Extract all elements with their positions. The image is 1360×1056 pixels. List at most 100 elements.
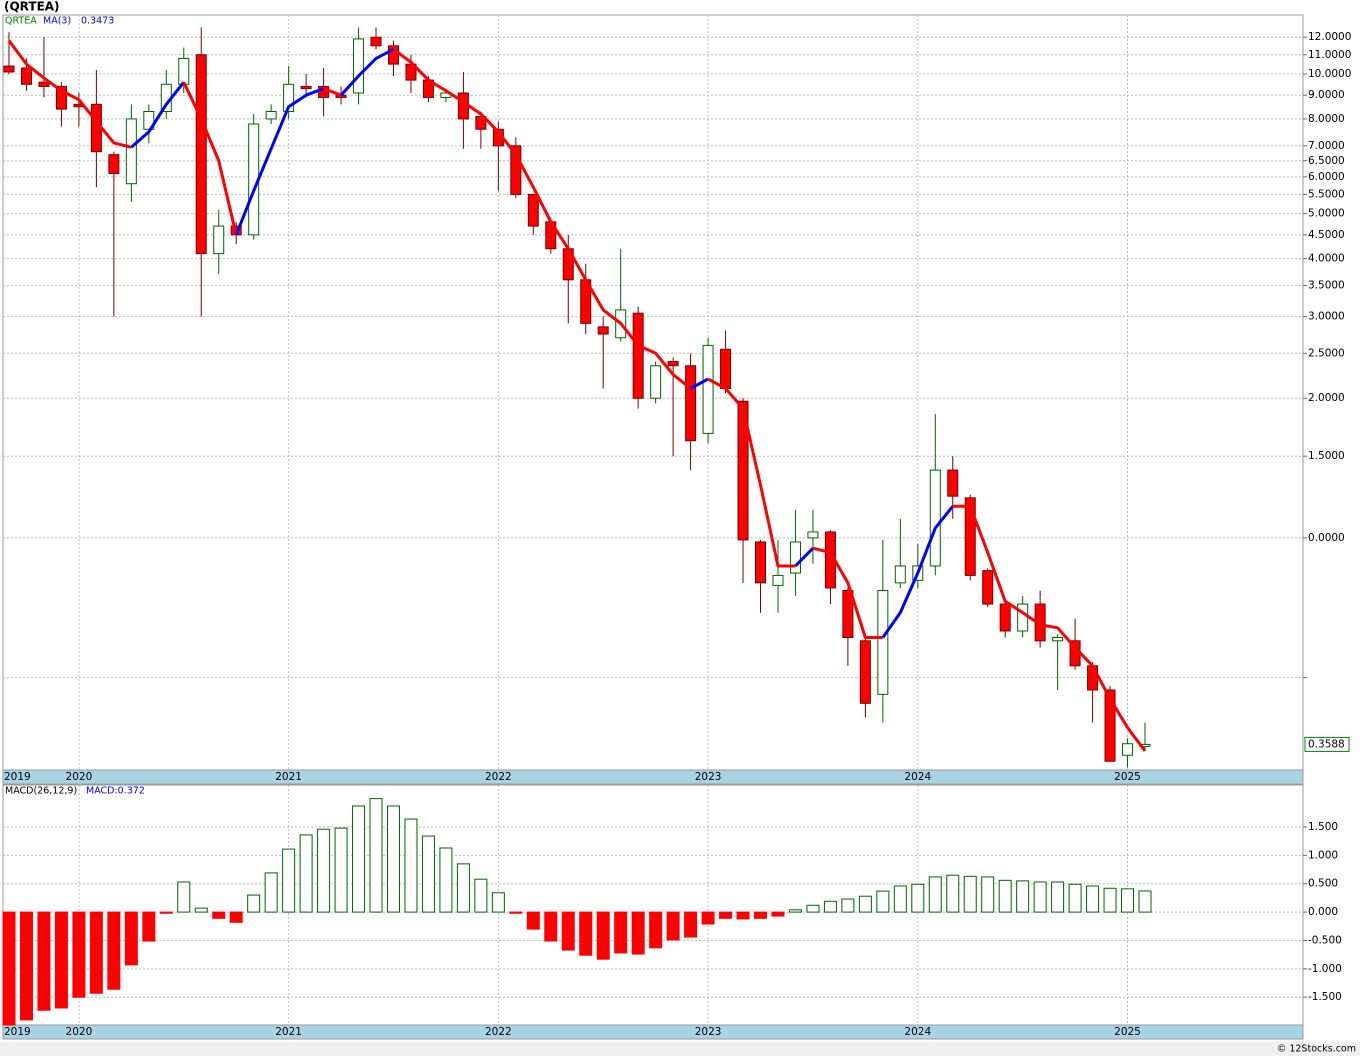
macd-bar	[439, 847, 453, 913]
y-tick-label: -1.500	[1308, 991, 1342, 1003]
macd-bar	[876, 890, 890, 913]
macd-bar	[1068, 883, 1082, 913]
macd-bar	[771, 911, 785, 917]
x-tick-label: 2020	[66, 771, 93, 783]
macd-bar	[736, 911, 750, 920]
y-tick-label: 0.500	[1308, 878, 1338, 890]
macd-bar	[299, 834, 313, 913]
y-tick-label: 4.5000	[1308, 229, 1345, 241]
candle-body	[859, 640, 871, 704]
macd-bar	[596, 911, 610, 960]
x-tick-label: 2025	[1114, 771, 1141, 783]
y-tick-label: 6.0000	[1308, 171, 1345, 183]
macd-bar	[631, 911, 645, 955]
macd-bar	[54, 911, 68, 1009]
macd-bar	[561, 911, 575, 951]
macd-bar	[928, 876, 942, 913]
candle-body	[125, 118, 137, 185]
x-tick-label: 2022	[485, 1026, 512, 1038]
macd-bar	[963, 875, 977, 913]
candle-body	[20, 67, 32, 85]
candle-body	[632, 312, 644, 399]
candle-body	[387, 45, 399, 65]
candle-body	[842, 590, 854, 638]
macd-bar	[369, 798, 383, 913]
candle-body	[982, 570, 994, 605]
y-tick-label: 10.0000	[1308, 68, 1351, 80]
candle-body	[1017, 603, 1029, 632]
y-tick-label: 5.0000	[1308, 208, 1345, 220]
macd-bar	[1086, 885, 1100, 913]
candle-body	[178, 57, 190, 85]
ma-line	[689, 377, 709, 390]
ma-line	[182, 81, 238, 236]
y-tick-label: 3.0000	[1308, 311, 1345, 323]
macd-bar	[334, 827, 348, 913]
macd-bar	[544, 911, 558, 942]
x-tick-label: 2019	[4, 1026, 31, 1038]
macd-bar	[754, 911, 768, 919]
macd-bar	[981, 876, 995, 913]
y-tick-label: 11.0000	[1308, 49, 1351, 61]
macd-bar	[1033, 881, 1047, 913]
candle-body	[1104, 689, 1116, 762]
legend-entry: MA(3)	[43, 16, 71, 27]
macd-bar	[509, 911, 523, 914]
macd-bar	[841, 898, 855, 913]
y-tick-label: 1.000	[1308, 849, 1338, 861]
macd-bar	[684, 911, 698, 938]
candle-body	[3, 65, 15, 73]
candle-body	[667, 361, 679, 367]
y-tick-label: 3.5000	[1308, 279, 1345, 291]
macd-bar	[212, 911, 226, 919]
macd-bar	[1016, 880, 1030, 913]
macd-bar	[142, 911, 156, 942]
y-tick-label: -0.500	[1308, 934, 1342, 946]
y-tick-label: 0.0000	[1308, 532, 1345, 544]
candle-body	[283, 83, 295, 113]
ma-line	[812, 546, 883, 639]
macd-bar	[1103, 887, 1117, 913]
candle-body	[510, 145, 522, 195]
x-tick-label: 2024	[904, 771, 931, 783]
x-tick-label: 2021	[275, 771, 302, 783]
macd-bar	[1138, 890, 1152, 913]
macd-bar	[474, 878, 488, 913]
x-tick-label: 2025	[1114, 1026, 1141, 1038]
y-tick-label: 1.5000	[1308, 450, 1345, 462]
macd-bar	[1051, 881, 1065, 913]
ma-line	[794, 547, 815, 568]
macd-bar	[719, 911, 733, 919]
candle-body	[755, 541, 767, 584]
macd-bar	[317, 828, 331, 913]
price-tag-label: 0.3588	[1308, 738, 1345, 750]
macd-bar	[177, 881, 191, 913]
y-tick-label: -1.000	[1308, 963, 1342, 975]
x-tick-label: 2021	[275, 1026, 302, 1038]
ma-line	[130, 81, 185, 149]
candle-body	[877, 590, 889, 695]
macd-bar	[823, 900, 837, 913]
ma-line	[323, 87, 342, 97]
candle-body	[55, 85, 67, 110]
macd-bar	[2, 911, 16, 1026]
candle-body	[807, 531, 819, 539]
y-tick-label: 12.0000	[1308, 31, 1351, 43]
legend-value: 0.3473	[81, 16, 114, 27]
macd-bar	[404, 818, 418, 913]
candle-body	[720, 348, 732, 389]
price-tag	[1304, 736, 1350, 752]
macd-bar	[614, 911, 628, 954]
ma-line	[952, 504, 1147, 752]
candle-body	[789, 541, 801, 574]
candle-body	[597, 326, 609, 335]
macd-bar	[89, 911, 103, 994]
candle-body	[300, 85, 312, 90]
macd-bar	[946, 874, 960, 913]
macd-bar	[194, 907, 208, 913]
macd-bar	[421, 835, 435, 913]
macd-bar	[911, 883, 925, 913]
y-tick-label: 1.500	[1308, 821, 1338, 833]
ma-line	[707, 377, 796, 568]
